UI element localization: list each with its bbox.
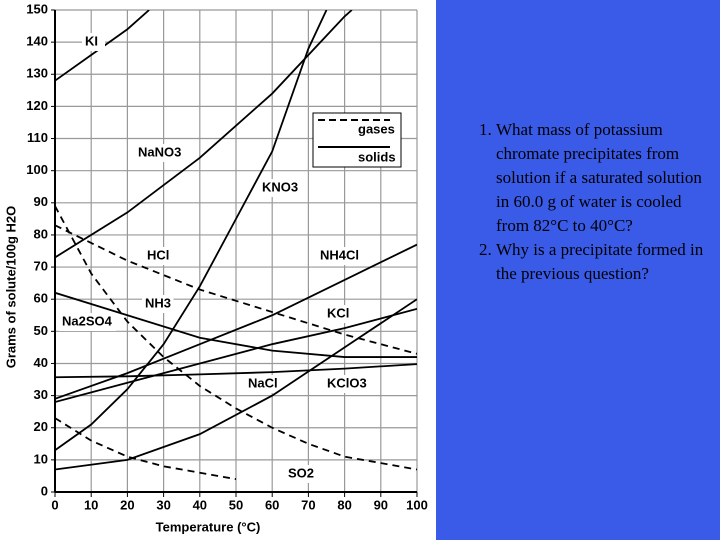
series-label: HCl: [147, 247, 169, 262]
series-label: KNO3: [262, 179, 298, 194]
series-line: [55, 307, 417, 403]
series-line: [55, 417, 237, 481]
series-label: Na2SO4: [62, 313, 113, 328]
y-tick-label: 70: [34, 259, 48, 274]
series-label: KI: [85, 33, 98, 48]
y-tick-label: 50: [34, 323, 48, 338]
y-tick-label: 80: [34, 226, 48, 241]
question: Why is a precipitate formed in the previ…: [496, 238, 716, 286]
x-tick-label: 100: [406, 497, 428, 512]
series-line: [55, 205, 417, 471]
x-tick-label: 20: [120, 497, 134, 512]
y-tick-label: 0: [41, 483, 48, 498]
x-axis-label: Temperature (°C): [156, 519, 261, 534]
legend-box: [312, 112, 402, 168]
series-line: [55, 298, 417, 471]
series-line: [55, 10, 353, 259]
y-tick-label: 20: [34, 419, 48, 434]
series-line: [55, 10, 328, 451]
series-line: [55, 10, 150, 82]
series-label: KCl: [327, 305, 349, 320]
x-tick-label: 40: [193, 497, 207, 512]
chart: Temperature (°C) Grams of solute/100g H2…: [3, 1, 428, 534]
series-label: KClO3: [327, 375, 367, 390]
label-bg: [259, 179, 299, 197]
legend-label: gases: [358, 121, 395, 136]
series-label: SO2: [288, 465, 314, 480]
label-bg: [142, 295, 174, 313]
x-tick-label: 90: [374, 497, 388, 512]
y-tick-label: 90: [34, 194, 48, 209]
series-label: NaCl: [248, 375, 278, 390]
y-tick-label: 120: [26, 98, 48, 113]
label-bg: [324, 375, 373, 393]
series-line: [55, 224, 417, 355]
legend-label: solids: [358, 149, 396, 164]
x-tick-label: 30: [156, 497, 170, 512]
x-tick-label: 10: [84, 497, 98, 512]
question: What mass of potassium chromate precipit…: [496, 118, 716, 238]
series-line: [55, 243, 417, 400]
y-tick-label: 60: [34, 291, 48, 306]
label-bg: [324, 305, 356, 323]
series-label: NH3: [145, 295, 171, 310]
x-tick-label: 80: [337, 497, 351, 512]
y-axis-label: Grams of solute/100g H2O: [3, 206, 18, 369]
question-list: What mass of potassium chromate precipit…: [464, 118, 716, 286]
series-label: NaNO3: [138, 144, 181, 159]
x-tick-label: 70: [301, 497, 315, 512]
y-tick-label: 140: [26, 34, 48, 49]
y-tick-label: 40: [34, 355, 48, 370]
x-tick-label: 60: [265, 497, 279, 512]
series-line: [55, 363, 417, 379]
series-label: NH4Cl: [320, 247, 359, 262]
series-line: [55, 291, 417, 358]
label-bg: [135, 144, 184, 162]
y-tick-label: 110: [27, 130, 48, 145]
label-bg: [245, 375, 285, 393]
y-tick-label: 150: [26, 1, 48, 16]
y-tick-label: 10: [34, 451, 48, 466]
label-bg: [59, 313, 116, 331]
y-tick-label: 130: [26, 66, 48, 81]
label-bg: [317, 247, 366, 265]
question-panel: What mass of potassium chromate precipit…: [436, 0, 720, 540]
label-bg: [285, 465, 317, 483]
y-tick-label: 100: [26, 162, 48, 177]
label-bg: [144, 247, 176, 265]
y-tick-label: 30: [34, 387, 48, 402]
label-bg: [82, 33, 105, 51]
x-tick-label: 50: [229, 497, 243, 512]
x-tick-label: 0: [51, 497, 58, 512]
